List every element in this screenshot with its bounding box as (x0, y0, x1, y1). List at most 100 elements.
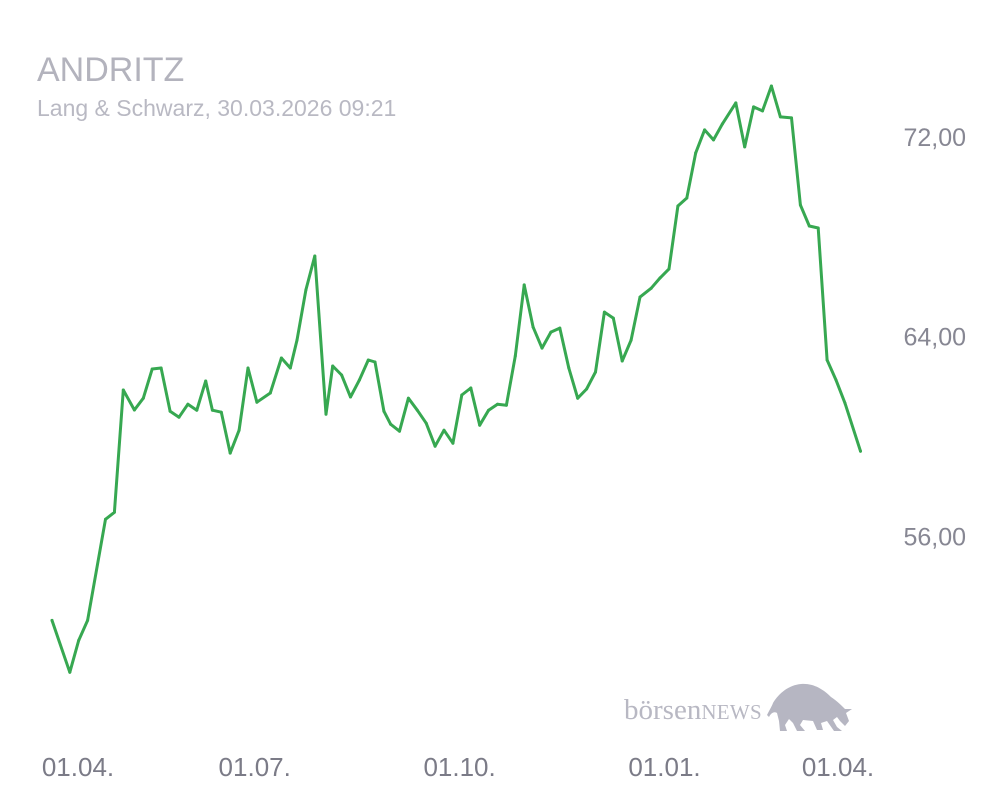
data-point (442, 428, 446, 432)
x-tick-label: 01.04. (42, 752, 114, 782)
watermark-text-lower: börsen (624, 694, 702, 726)
data-point (522, 283, 526, 287)
data-point (340, 373, 344, 377)
data-point (504, 403, 508, 407)
data-point (798, 203, 802, 207)
data-point (433, 444, 437, 448)
data-point (382, 409, 386, 413)
data-point (576, 396, 580, 400)
data-point (268, 391, 272, 395)
y-tick-label: 56,00 (903, 523, 966, 551)
data-point (132, 408, 136, 412)
data-point (676, 204, 680, 208)
data-point (451, 441, 455, 445)
data-point (558, 326, 562, 330)
data-point (649, 286, 653, 290)
y-axis: 72,00 64,00 56,00 (903, 124, 966, 551)
data-point (549, 330, 553, 334)
data-point (255, 400, 259, 404)
data-point (150, 367, 154, 371)
series-layer (50, 84, 862, 674)
data-point (658, 276, 662, 280)
data-point (638, 295, 642, 299)
data-point (834, 378, 838, 382)
data-point (349, 395, 352, 399)
data-point (487, 408, 491, 412)
data-point (734, 101, 738, 105)
data-point (694, 151, 698, 155)
data-point (859, 449, 862, 453)
data-point (68, 670, 72, 674)
data-point (195, 408, 199, 412)
data-point (460, 393, 464, 397)
data-point (50, 618, 54, 622)
data-point (790, 116, 793, 120)
data-point (279, 356, 283, 360)
data-point (288, 366, 292, 370)
data-point (743, 145, 747, 149)
data-point (304, 288, 308, 292)
data-point (141, 396, 145, 400)
data-point (469, 386, 473, 390)
data-point (86, 618, 90, 622)
data-point (159, 366, 163, 370)
data-point (752, 105, 756, 109)
data-point (667, 267, 671, 271)
y-tick-label: 72,00 (903, 124, 966, 152)
data-point (703, 128, 707, 132)
data-point (246, 366, 250, 370)
data-point (373, 360, 377, 364)
data-point (807, 224, 811, 228)
data-point (761, 109, 764, 113)
data-point (168, 409, 172, 413)
bull-icon (767, 683, 852, 731)
data-point (331, 364, 335, 368)
data-point (366, 358, 370, 362)
data-point (611, 316, 615, 320)
data-point (843, 401, 847, 405)
x-axis: 01.04. 01.07. 01.10. 01.01. 01.04. (42, 752, 874, 782)
watermark-text-caps: NEWS (701, 700, 763, 724)
data-point (324, 412, 328, 416)
data-point (478, 423, 482, 427)
data-point (620, 359, 624, 363)
data-point (112, 510, 116, 514)
data-point (594, 370, 597, 374)
data-point (816, 226, 820, 230)
data-point (357, 378, 361, 382)
data-point (219, 410, 223, 414)
data-point (204, 379, 208, 383)
data-point (104, 517, 107, 521)
data-point (825, 358, 829, 362)
data-point (720, 122, 724, 126)
data-point (540, 346, 544, 350)
data-point (237, 428, 241, 432)
chart-title: ANDRITZ (37, 51, 185, 89)
data-point (228, 451, 232, 455)
data-point (415, 408, 419, 412)
data-point (186, 402, 190, 406)
x-tick-label: 01.10. (423, 752, 495, 782)
x-tick-label: 01.07. (219, 752, 291, 782)
series-line (50, 84, 862, 674)
y-tick-label: 64,00 (903, 324, 966, 352)
data-point (121, 388, 125, 392)
data-point (496, 402, 499, 406)
data-point (389, 422, 393, 426)
data-point (177, 415, 181, 419)
x-tick-label: 01.04. (802, 752, 874, 782)
data-point (295, 338, 299, 342)
data-point (210, 408, 214, 412)
data-point (398, 429, 401, 433)
data-point (531, 325, 535, 329)
data-point (712, 138, 715, 142)
data-point (424, 421, 428, 425)
data-point (585, 387, 589, 391)
data-point (313, 254, 317, 258)
data-point (685, 196, 689, 200)
data-point (769, 84, 773, 88)
chart-subtitle: Lang & Schwarz, 30.03.2026 09:21 (37, 95, 397, 121)
data-point (567, 366, 571, 370)
